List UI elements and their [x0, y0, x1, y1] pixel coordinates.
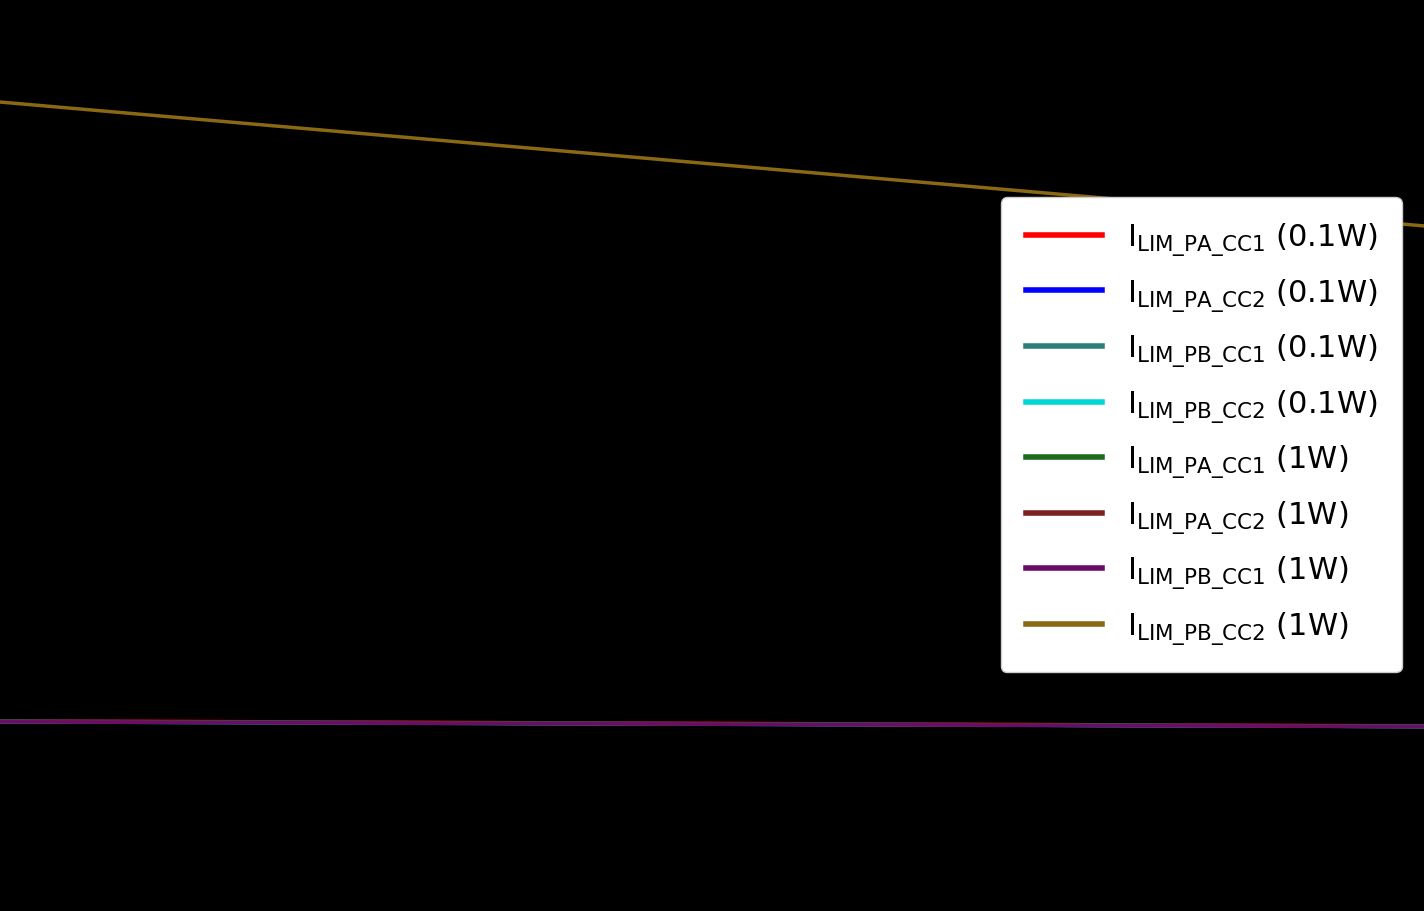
Legend: $\mathregular{I}$$_{\mathregular{LIM\_PA\_CC1}}$ (0.1W), $\mathregular{I}$$_{\ma: $\mathregular{I}$$_{\mathregular{LIM\_PA…	[1001, 198, 1401, 672]
